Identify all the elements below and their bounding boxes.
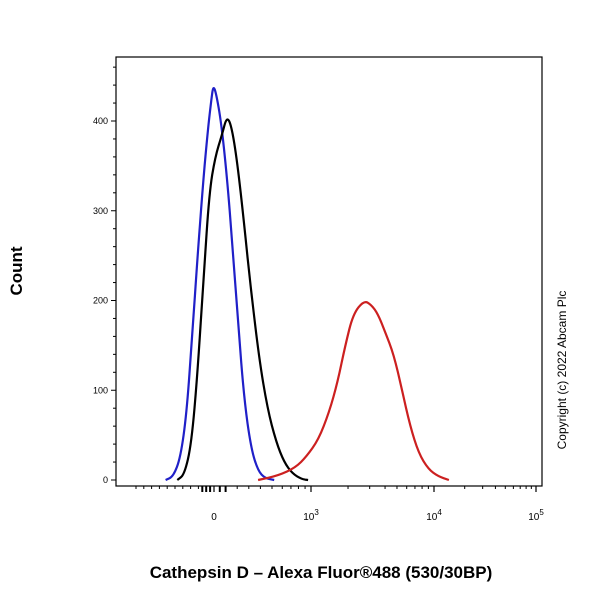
series-group (165, 87, 450, 482)
y-tick-label: 300 (93, 206, 108, 216)
y-tick-label: 0 (103, 475, 108, 485)
y-tick-label: 200 (93, 296, 108, 306)
y-axis: 0 100 200 300 400 (93, 66, 116, 485)
x-tick-label: 103 (303, 508, 319, 523)
y-tick-label: 400 (93, 116, 108, 126)
plot-frame (115, 56, 543, 487)
histogram-series-3 (257, 301, 450, 482)
copyright-text: Copyright (c) 2022 Abcam Plc (555, 291, 569, 450)
histogram-series-2 (176, 118, 309, 482)
x-tick-label: 105 (528, 508, 544, 523)
x-tick-label: 104 (426, 508, 442, 523)
y-axis-title: Count (7, 246, 26, 295)
x-tick-label: 0 (211, 512, 217, 523)
histogram-series-1 (165, 87, 275, 482)
y-tick-label: 100 (93, 385, 108, 395)
x-axis-title: Cathepsin D – Alexa Fluor®488 (530/30BP) (150, 563, 493, 582)
x-axis: 0 103 104 105 (135, 486, 544, 523)
